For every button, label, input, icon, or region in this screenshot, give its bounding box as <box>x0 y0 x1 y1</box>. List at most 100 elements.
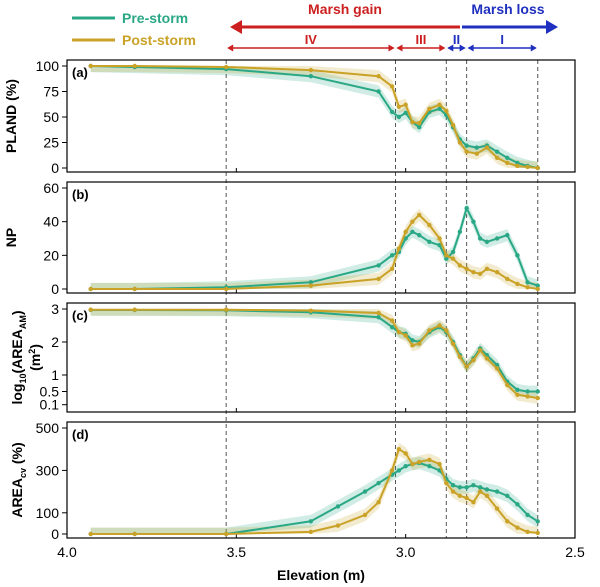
data-point-pre-storm <box>464 143 469 148</box>
data-point-pre-storm <box>505 232 510 238</box>
x-tick-label: 3.5 <box>227 544 247 560</box>
data-point-post-storm <box>444 253 449 258</box>
data-point-post-storm <box>515 163 520 169</box>
data-point-pre-storm <box>417 232 422 238</box>
data-point-post-storm <box>376 276 381 282</box>
data-point-post-storm <box>389 84 395 89</box>
series-band-pre-storm <box>90 309 538 398</box>
data-point-pre-storm <box>389 253 395 258</box>
data-point-pre-storm <box>535 389 540 394</box>
panel-label: (b) <box>72 187 89 202</box>
data-point-pre-storm <box>417 125 422 130</box>
y-tick-label: 500 <box>36 420 60 436</box>
data-point-pre-storm <box>427 463 432 469</box>
marsh-loss-arrowhead <box>546 20 558 34</box>
x-axis: Elevation (m) 4.0 3.5 3.0 2.5 <box>57 544 585 583</box>
data-point-post-storm <box>477 271 483 277</box>
data-point-post-storm <box>505 276 510 282</box>
y-tick-label: 2 <box>51 334 59 350</box>
data-point-post-storm <box>457 354 463 360</box>
data-point-post-storm <box>308 529 314 535</box>
data-point-post-storm <box>494 155 500 160</box>
y-axis-label: log10(AREAAM) <box>9 310 28 404</box>
panel-3: (d) 0 100 300 500 AREAcv (%) <box>9 420 576 542</box>
data-point-pre-storm <box>494 149 500 154</box>
data-point-post-storm <box>525 394 530 399</box>
data-point-post-storm <box>396 246 402 251</box>
y-tick-label: 3 <box>51 301 59 317</box>
data-point-post-storm <box>525 529 530 535</box>
zone-bracket-arrowhead <box>467 44 474 52</box>
data-point-post-storm <box>427 328 432 333</box>
data-point-post-storm <box>484 493 490 499</box>
data-point-post-storm <box>471 269 476 275</box>
data-point-pre-storm <box>515 253 520 258</box>
data-point-post-storm <box>450 489 456 494</box>
data-point-post-storm <box>88 307 93 312</box>
data-point-post-storm <box>525 285 530 290</box>
data-point-pre-storm <box>437 243 442 248</box>
data-point-post-storm <box>88 63 93 69</box>
data-point-post-storm <box>132 63 137 69</box>
data-point-pre-storm <box>477 485 483 490</box>
data-point-pre-storm <box>376 480 381 486</box>
legend: Pre-storm Post-storm <box>72 10 196 48</box>
data-point-pre-storm <box>494 489 500 494</box>
zone-label: II <box>453 32 460 47</box>
data-point-post-storm <box>427 457 432 462</box>
data-point-post-storm <box>515 525 520 530</box>
zone-bracket-arrowhead <box>439 44 446 52</box>
data-point-post-storm <box>132 286 137 292</box>
data-point-pre-storm <box>437 106 442 112</box>
y-tick-label: 0 <box>51 526 59 542</box>
panel-0: (a) 0 25 50 75 100 PLAND (%) <box>3 58 576 176</box>
data-point-post-storm <box>427 106 432 112</box>
data-point-post-storm <box>396 329 402 335</box>
data-point-post-storm <box>505 519 510 524</box>
data-point-post-storm <box>471 500 476 505</box>
data-point-post-storm <box>494 366 500 371</box>
x-tick-label: 2.5 <box>565 544 585 560</box>
y-tick-label: 40 <box>43 214 59 230</box>
y-tick-label: 300 <box>36 462 60 478</box>
data-point-pre-storm <box>457 229 463 234</box>
zone-label: I <box>500 32 504 47</box>
y-tick-label: 75 <box>43 84 59 100</box>
data-point-pre-storm <box>335 504 341 509</box>
data-point-pre-storm <box>515 160 520 166</box>
data-point-pre-storm <box>525 389 530 394</box>
y-axis-unit: (m2) <box>27 344 43 371</box>
data-point-pre-storm <box>525 512 530 518</box>
data-point-post-storm <box>223 307 229 312</box>
y-tick-label: 1 <box>51 367 59 383</box>
data-point-post-storm <box>396 104 402 110</box>
zone-label: III <box>415 32 426 47</box>
data-point-pre-storm <box>376 315 381 320</box>
panel-2: (c) 0.10.51 2 3 log10(AREAAM)(m2) <box>9 301 576 413</box>
data-point-pre-storm <box>505 493 510 499</box>
panel-1: (b) 0 20 40 60 NP <box>3 180 576 297</box>
data-point-post-storm <box>376 500 381 505</box>
zone-bracket-arrowhead <box>227 44 234 52</box>
zone-bracket-arrowhead <box>530 44 537 52</box>
data-point-pre-storm <box>376 89 381 94</box>
data-point-pre-storm <box>427 239 432 245</box>
series-line-post-storm <box>90 448 538 535</box>
y-tick-label: 100 <box>36 505 60 521</box>
data-point-pre-storm <box>494 236 500 241</box>
zone-bracket-arrowhead <box>396 44 403 52</box>
data-point-pre-storm <box>515 387 520 393</box>
data-point-post-storm <box>437 323 442 328</box>
data-point-post-storm <box>417 212 422 218</box>
data-point-post-storm <box>477 348 483 353</box>
y-tick-label: 0.1 <box>40 397 60 413</box>
data-point-pre-storm <box>308 74 314 79</box>
data-point-post-storm <box>308 67 314 73</box>
series-line-pre-storm <box>90 309 538 393</box>
data-point-post-storm <box>484 266 490 271</box>
y-tick-label: 60 <box>43 180 59 196</box>
data-point-post-storm <box>88 286 93 292</box>
data-point-post-storm <box>535 165 540 171</box>
data-point-pre-storm <box>403 463 408 469</box>
